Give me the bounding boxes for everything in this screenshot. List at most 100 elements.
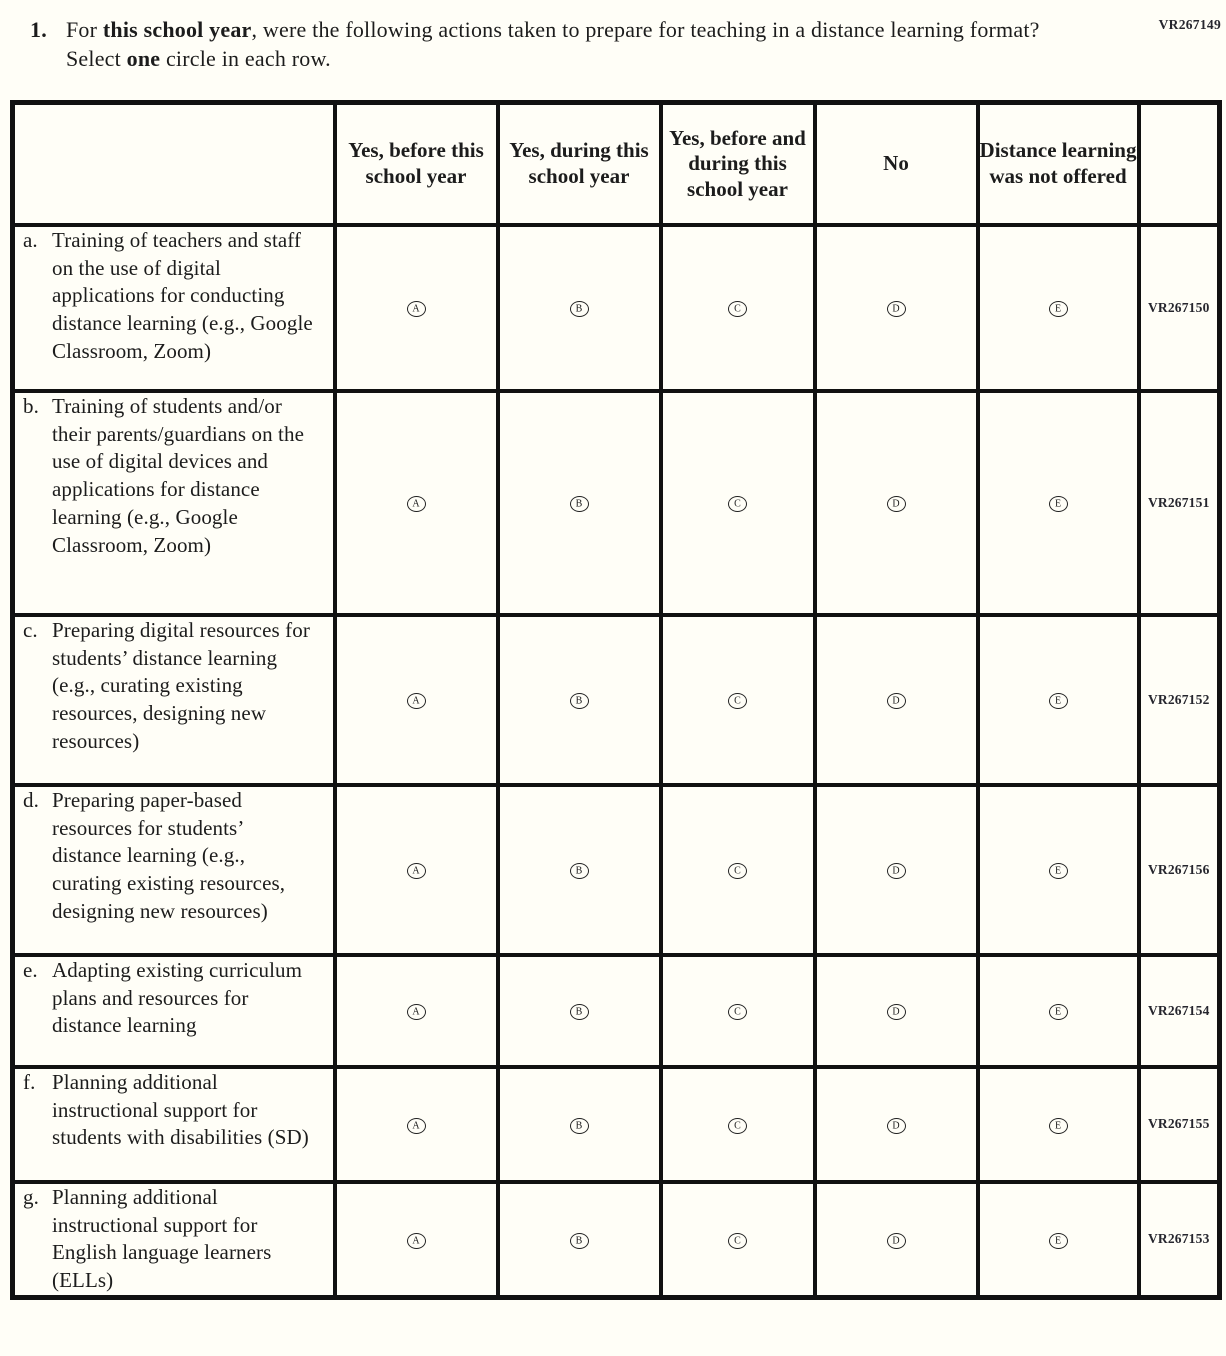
option-circle-a-A[interactable]: A — [406, 301, 426, 318]
option-circle-a-B[interactable]: B — [569, 301, 589, 318]
option-cell: D — [812, 612, 980, 787]
option-cell: B — [495, 782, 663, 957]
table-row: d. Preparing paper-based resources for st… — [10, 782, 1222, 957]
header-yes-during: Yes, during this school year — [495, 100, 663, 227]
option-cell: C — [658, 1064, 817, 1184]
option-cell: D — [812, 1179, 980, 1300]
option-cell: A — [332, 1064, 500, 1184]
option-circle-c-A[interactable]: A — [406, 693, 426, 710]
option-circle-d-C[interactable]: C — [728, 863, 747, 880]
option-circle-f-D[interactable]: D — [886, 1117, 906, 1134]
option-letter: C — [734, 1006, 741, 1018]
row-code: VR267150 — [1147, 299, 1210, 315]
option-circle-e-B[interactable]: B — [569, 1004, 589, 1021]
option-circle-f-C[interactable]: C — [728, 1117, 747, 1134]
option-circle-a-D[interactable]: D — [886, 301, 906, 318]
table-row: b. Training of students and/or their pare… — [10, 388, 1222, 617]
row-code-cell: VR267153 — [1136, 1179, 1222, 1300]
question-text-part3: circle in each row. — [160, 46, 331, 72]
question-text: For this school year, were the following… — [66, 15, 1058, 74]
row-text: Training of students and/or their parent… — [52, 393, 305, 557]
option-cell: E — [975, 1179, 1141, 1300]
option-circle-d-D[interactable]: D — [886, 863, 906, 880]
option-circle-b-C[interactable]: C — [728, 496, 747, 513]
table-row: c. Preparing digital resources for studen… — [10, 612, 1222, 787]
option-circle-e-D[interactable]: D — [886, 1004, 906, 1021]
option-circle-d-E[interactable]: E — [1048, 863, 1068, 880]
row-letter: b. — [23, 393, 39, 418]
option-letter: D — [892, 1120, 900, 1132]
option-cell: C — [658, 1179, 817, 1300]
row-code-cell: VR267154 — [1136, 952, 1222, 1069]
option-circle-c-D[interactable]: D — [886, 693, 906, 710]
option-cell: A — [332, 612, 500, 787]
row-code-cell: VR267155 — [1136, 1064, 1222, 1184]
row-label: a. Training of teachers and staff on the … — [15, 227, 333, 366]
option-letter: B — [575, 695, 583, 707]
row-label: f. Planning additional instructional supp… — [15, 1069, 333, 1152]
header-row: Yes, before this school year Yes, during… — [10, 100, 1222, 227]
response-grid: Yes, before this school year Yes, during… — [10, 99, 1222, 1300]
option-circle-g-E[interactable]: E — [1048, 1232, 1068, 1249]
option-circle-b-E[interactable]: E — [1048, 496, 1068, 513]
option-cell: B — [495, 1179, 663, 1300]
option-cell: D — [812, 952, 980, 1069]
option-circle-c-E[interactable]: E — [1048, 693, 1068, 710]
option-letter: B — [575, 498, 583, 510]
header-code-cell — [1136, 100, 1222, 227]
option-circle-e-A[interactable]: A — [406, 1004, 426, 1021]
option-circle-d-A[interactable]: A — [406, 863, 426, 880]
option-cell: B — [495, 388, 663, 617]
option-circle-a-C[interactable]: C — [728, 301, 747, 318]
row-text: Planning additional instructional suppor… — [52, 1069, 309, 1150]
option-letter: A — [412, 498, 420, 510]
option-letter: D — [892, 865, 900, 877]
table-row: e. Adapting existing curriculum plans and… — [10, 952, 1222, 1069]
option-circle-f-A[interactable]: A — [406, 1117, 426, 1134]
row-label: c. Preparing digital resources for studen… — [15, 617, 333, 756]
question-1: 1. For this school year, were the follow… — [30, 15, 1226, 74]
option-circle-b-D[interactable]: D — [886, 496, 906, 513]
row-text: Preparing digital resources for students… — [52, 617, 310, 753]
row-code-cell: VR267150 — [1136, 222, 1222, 393]
option-circle-g-B[interactable]: B — [569, 1232, 589, 1249]
row-label: g. Planning additional instructional supp… — [15, 1184, 333, 1295]
row-code: VR267151 — [1147, 494, 1210, 510]
option-circle-g-D[interactable]: D — [886, 1232, 906, 1249]
option-cell: C — [658, 612, 817, 787]
row-label-cell: g. Planning additional instructional supp… — [10, 1179, 337, 1300]
option-circle-e-C[interactable]: C — [728, 1004, 747, 1021]
table-row: g. Planning additional instructional supp… — [10, 1179, 1222, 1300]
row-label: d. Preparing paper-based resources for st… — [15, 787, 333, 926]
row-letter: a. — [23, 227, 38, 252]
option-cell: B — [495, 222, 663, 393]
option-circle-f-B[interactable]: B — [569, 1117, 589, 1134]
option-letter: A — [412, 1006, 420, 1018]
row-code-cell: VR267156 — [1136, 782, 1222, 957]
option-circle-g-C[interactable]: C — [728, 1232, 747, 1249]
option-cell: A — [332, 1179, 500, 1300]
row-letter: f. — [23, 1069, 36, 1094]
question-text-bold1: this school year — [102, 17, 252, 42]
option-circle-c-C[interactable]: C — [728, 693, 747, 710]
option-circle-g-A[interactable]: A — [406, 1232, 426, 1249]
option-circle-e-E[interactable]: E — [1048, 1004, 1068, 1021]
form-code-top-right: VR267149 — [1158, 17, 1221, 32]
option-circle-d-B[interactable]: B — [569, 863, 589, 880]
option-circle-f-E[interactable]: E — [1048, 1117, 1068, 1134]
option-circle-b-A[interactable]: A — [406, 496, 426, 513]
option-circle-b-B[interactable]: B — [569, 496, 589, 513]
row-label-cell: e. Adapting existing curriculum plans and… — [10, 952, 337, 1069]
row-code: VR267154 — [1147, 1002, 1210, 1018]
option-circle-c-B[interactable]: B — [569, 693, 589, 710]
option-letter: C — [734, 303, 741, 315]
option-letter: C — [734, 498, 741, 510]
option-circle-a-E[interactable]: E — [1048, 301, 1068, 318]
row-code: VR267156 — [1147, 861, 1210, 877]
header-yes-before: Yes, before this school year — [332, 100, 500, 227]
option-cell: A — [332, 782, 500, 957]
table-row: a. Training of teachers and staff on the … — [10, 222, 1222, 393]
option-cell: D — [812, 782, 980, 957]
row-code-cell: VR267152 — [1136, 612, 1222, 787]
option-letter: E — [1054, 695, 1062, 707]
